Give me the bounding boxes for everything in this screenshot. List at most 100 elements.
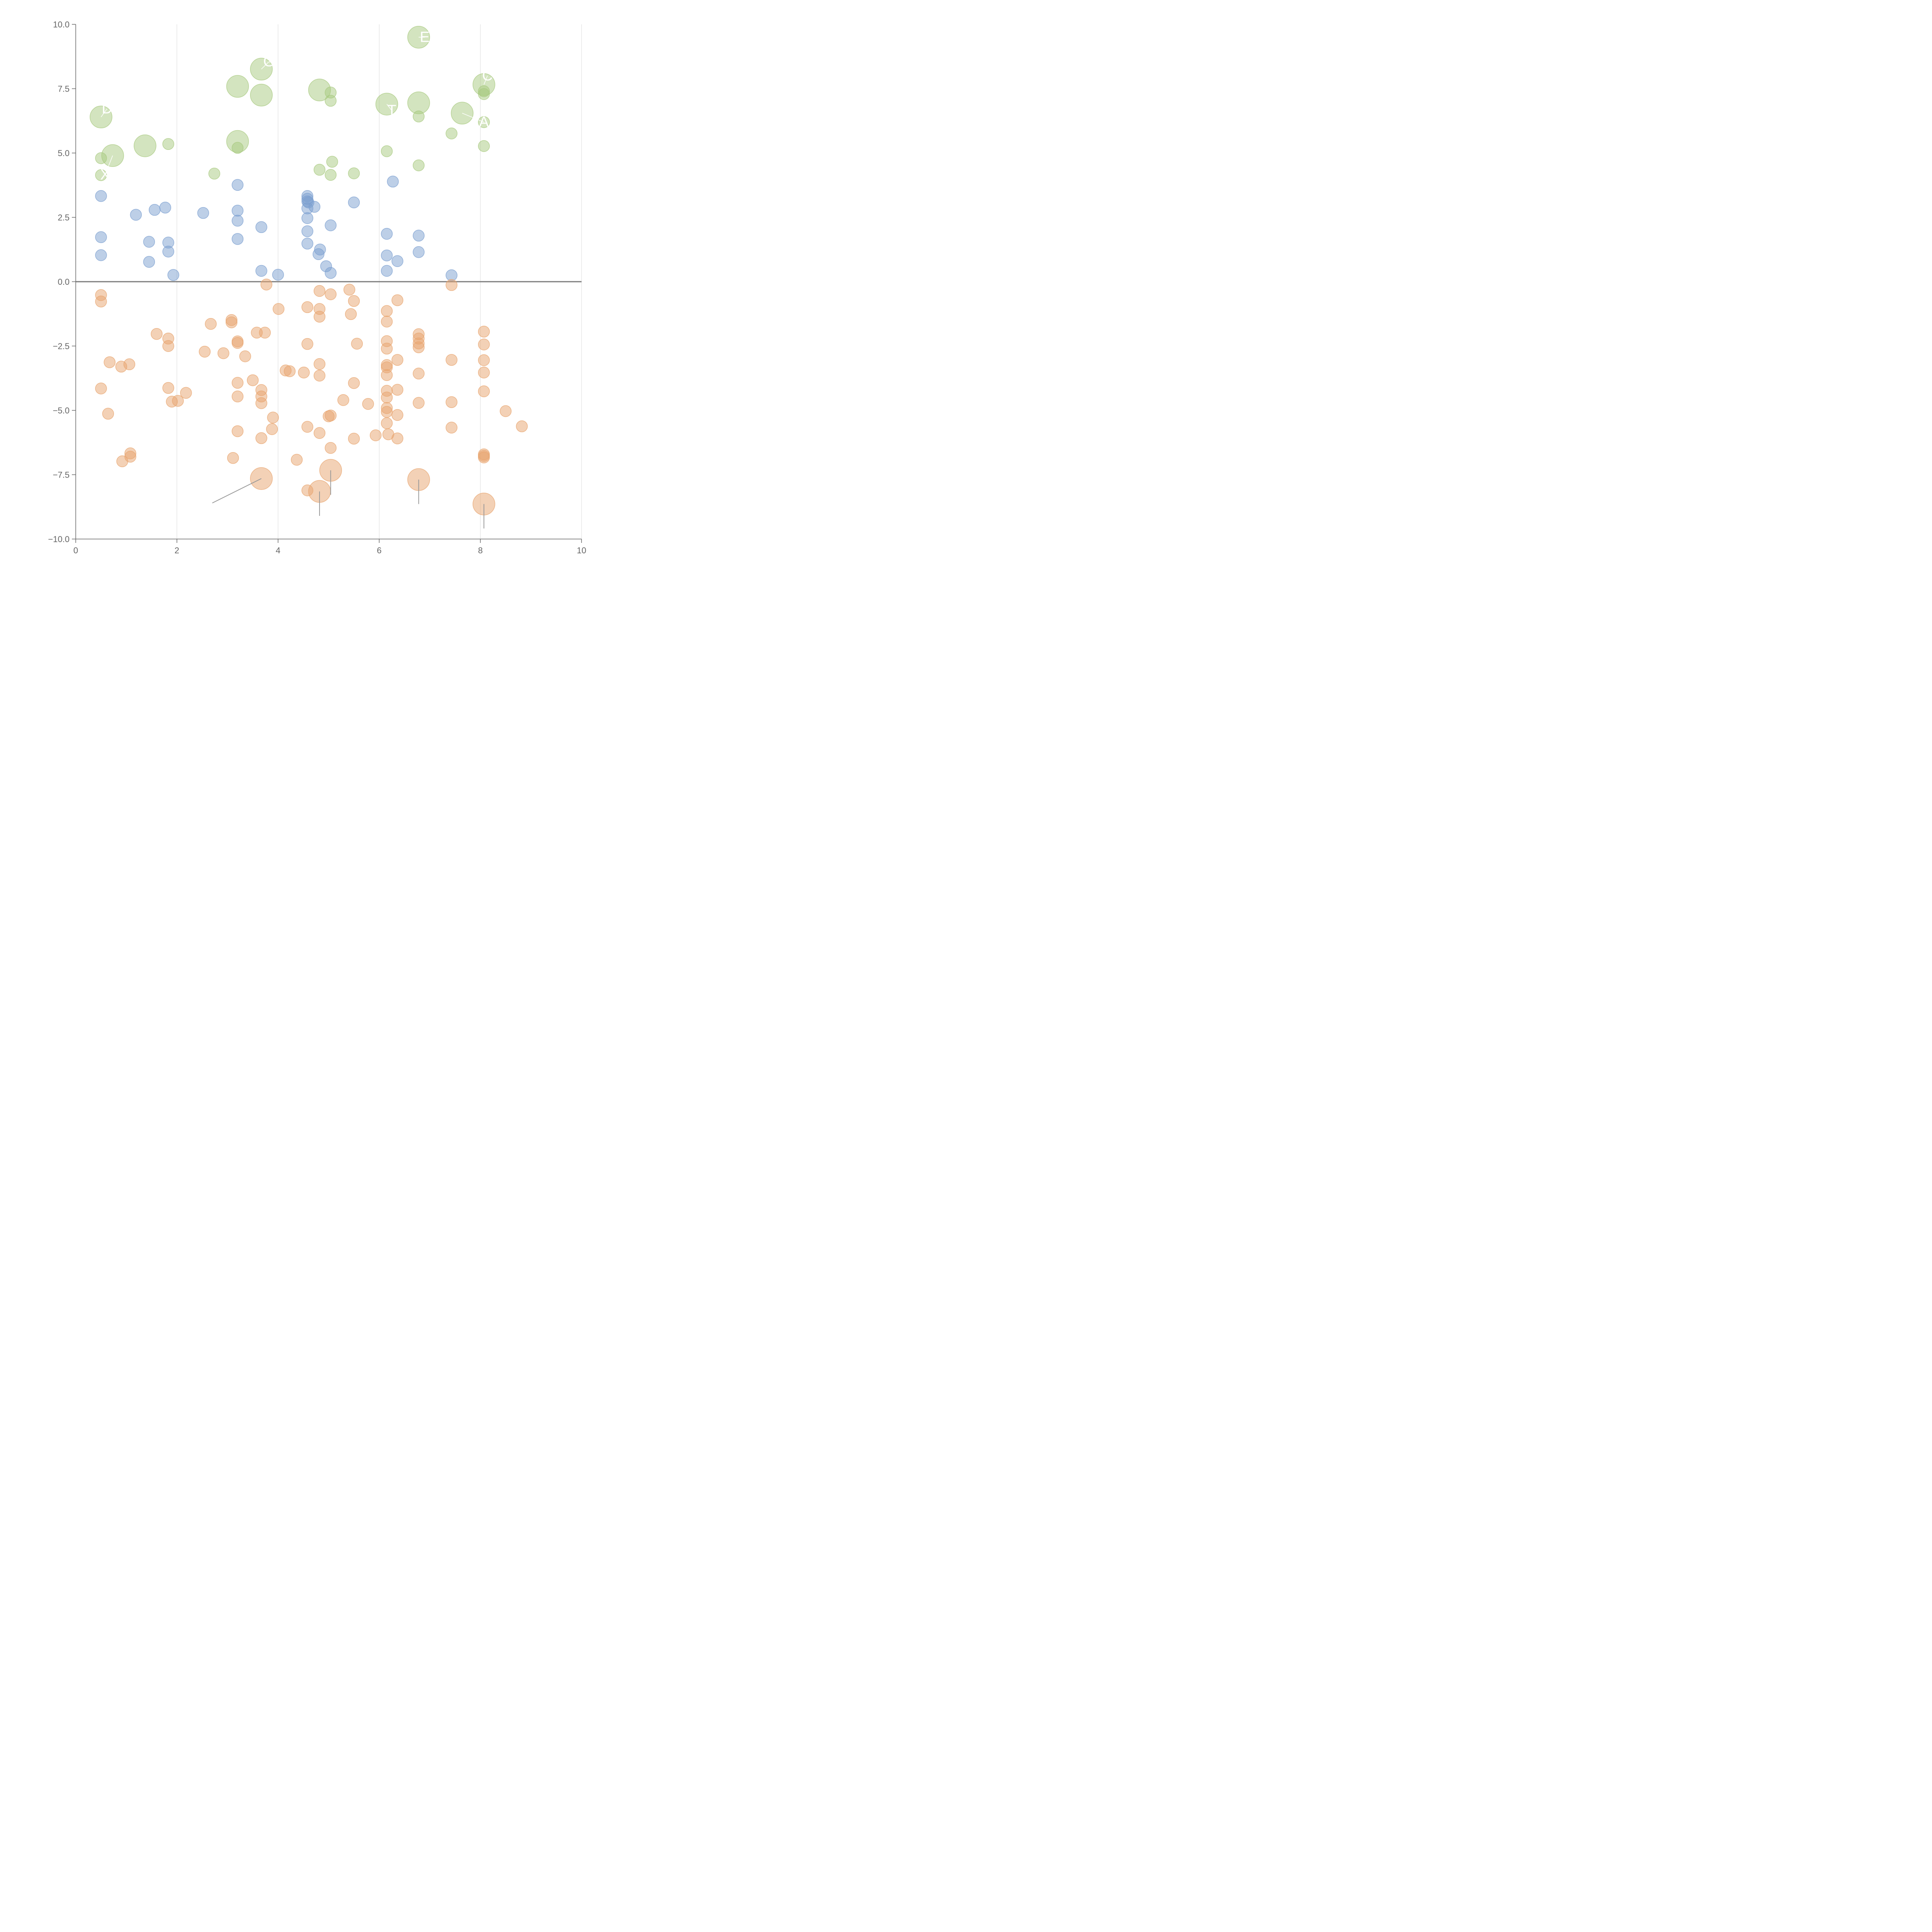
data-point	[95, 296, 107, 308]
annotation-leader-line	[483, 75, 488, 85]
data-point	[478, 385, 490, 397]
data-point	[205, 318, 217, 330]
data-point	[381, 305, 393, 317]
data-point	[250, 83, 273, 107]
data-point	[313, 164, 326, 176]
data-point	[325, 410, 337, 422]
data-point	[478, 366, 490, 379]
annotation-label: A	[479, 114, 489, 130]
data-point	[391, 255, 403, 267]
data-point	[308, 201, 321, 213]
data-point	[313, 369, 326, 382]
data-point	[351, 338, 363, 350]
data-point	[231, 377, 244, 389]
data-point	[301, 212, 313, 224]
data-point	[217, 347, 230, 359]
annotation-label: G	[263, 54, 275, 70]
annotation-leader-line	[105, 155, 113, 175]
data-point	[298, 366, 310, 379]
y-tick-label: 2.5	[58, 213, 70, 223]
annotation-label: E	[420, 29, 430, 45]
data-point	[231, 214, 244, 227]
data-point	[231, 337, 244, 349]
x-tick-label: 4	[276, 546, 280, 555]
data-point	[227, 452, 239, 464]
y-tick-label: −5.0	[53, 406, 70, 415]
data-point	[247, 374, 259, 386]
data-point	[226, 75, 249, 98]
data-point	[348, 196, 360, 209]
data-point	[446, 128, 457, 139]
data-point	[301, 421, 313, 433]
data-point	[116, 455, 128, 468]
data-point	[369, 429, 382, 441]
annotation-leader-line	[261, 61, 269, 70]
data-point	[162, 245, 174, 258]
data-point	[199, 345, 211, 358]
data-point	[301, 338, 313, 350]
x-tick-label: 8	[478, 546, 483, 555]
data-point	[130, 209, 142, 221]
x-tick-label: 10	[577, 546, 586, 555]
data-point	[148, 204, 161, 216]
annotation-label: C	[482, 68, 493, 84]
data-point	[231, 233, 244, 245]
data-point	[313, 311, 326, 323]
data-point	[478, 338, 490, 350]
data-point	[255, 265, 267, 277]
data-point	[267, 412, 279, 423]
y-tick-label: 10.0	[53, 20, 70, 29]
data-point	[284, 365, 296, 378]
data-point	[313, 358, 326, 370]
data-point	[260, 279, 272, 291]
data-point	[208, 168, 220, 180]
data-point	[255, 397, 267, 409]
data-point	[381, 145, 393, 157]
data-point	[151, 328, 163, 340]
data-point	[362, 398, 374, 410]
y-tick-label: −2.5	[53, 342, 70, 351]
data-point	[255, 432, 267, 444]
data-point	[413, 111, 425, 122]
data-point	[180, 387, 192, 399]
annotation-label: X	[100, 167, 110, 183]
data-point	[391, 384, 403, 396]
data-point	[446, 354, 457, 366]
x-tick-label: 2	[175, 546, 179, 555]
data-point	[413, 397, 425, 409]
data-point	[231, 425, 244, 437]
data-point	[102, 408, 114, 420]
x-tick-label: 6	[377, 546, 381, 555]
data-point	[413, 230, 425, 242]
data-point	[478, 354, 490, 366]
data-point	[381, 342, 393, 355]
data-point	[313, 285, 326, 297]
data-point	[225, 316, 238, 328]
scatter-chart: E A C G D X T 0 2 4 6 8 10 10.0 7.5 5.0 2.5 0.0 −2.5 −5.0 −…	[0, 0, 603, 603]
data-point	[231, 179, 244, 191]
data-point	[272, 303, 285, 315]
data-point	[134, 134, 156, 157]
y-tick-label: −10.0	[48, 534, 70, 544]
data-point	[381, 406, 393, 418]
data-point	[162, 340, 174, 352]
annotation-leader-line	[386, 104, 392, 111]
data-point	[95, 383, 107, 395]
data-point	[239, 350, 251, 362]
data-point	[500, 405, 512, 417]
data-point	[381, 265, 393, 277]
data-point	[197, 207, 209, 219]
data-point	[259, 327, 271, 339]
data-point	[381, 315, 393, 328]
y-tick-label: 0.0	[58, 277, 70, 287]
data-point	[391, 409, 403, 421]
data-point	[325, 95, 337, 107]
data-point	[391, 432, 403, 444]
data-point	[478, 325, 490, 338]
data-point	[162, 382, 174, 394]
data-point	[478, 88, 490, 100]
data-point	[95, 169, 107, 181]
data-point	[95, 231, 107, 243]
data-point	[95, 249, 107, 261]
data-point	[413, 341, 425, 354]
